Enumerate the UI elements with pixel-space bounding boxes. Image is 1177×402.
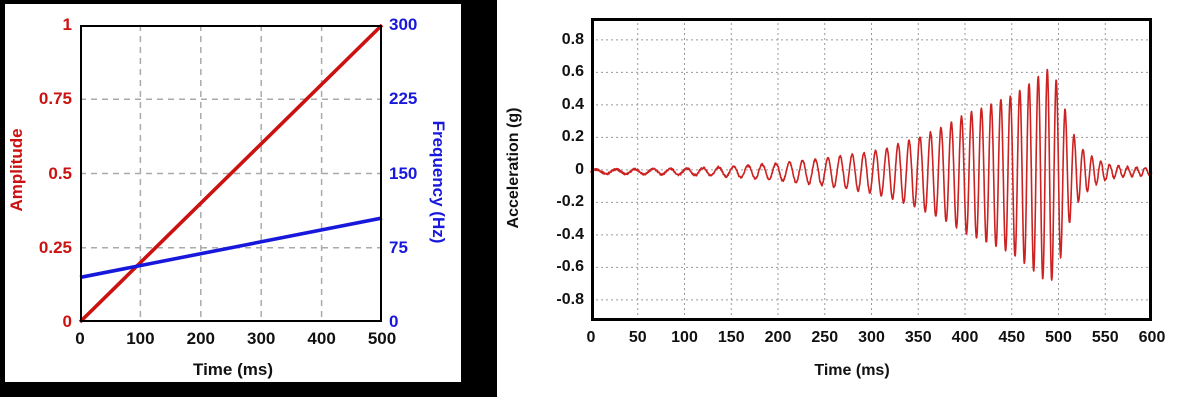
amplitude-tick-label: 0.25 [38,237,72,257]
acceleration-time-tick-label: 250 [811,329,839,346]
acceleration-time-tick-label: 350 [904,329,932,346]
acceleration-tick-label: -0.4 [556,225,584,243]
frequency-tick-label: 300 [389,15,418,34]
acceleration-tick-label: -0.2 [556,193,584,211]
acceleration-time-tick-label: 100 [671,329,698,346]
amplitude-tick-label: 0.5 [48,163,72,183]
acceleration-time-tick-label: 0 [586,329,596,346]
acceleration-time-tick-label: 450 [998,329,1026,346]
acceleration-tick-label: -0.6 [556,258,584,276]
frequency-tick-label: 0 [389,312,399,331]
sweep-time-tick-label: 100 [126,329,155,348]
sweep-time-tick-label: 400 [307,329,336,348]
acceleration-axis-title: Acceleration (g) [505,107,522,229]
sweep-xaxis-label: Time (ms) [193,360,273,379]
acceleration-time-tick-label: 500 [1045,329,1072,346]
amplitude-tick-label: 0 [62,312,72,331]
acceleration-tick-label: 0.6 [561,63,584,81]
acceleration-xaxis-label: Time (ms) [814,362,890,379]
acceleration-plot [590,18,1153,321]
acceleration-time-tick-label: 150 [717,329,745,346]
sweep-time-tick-label: 300 [247,329,276,348]
acceleration-time-tick-label: 50 [628,329,647,346]
sweep-profile-plot [78,23,384,324]
acceleration-time-tick-label: 200 [764,329,792,346]
sweep-time-tick-label: 500 [367,329,397,348]
acceleration-time-tick-label: 300 [858,329,885,346]
acceleration-tick-label: -0.8 [556,290,584,308]
sweep-time-tick-label: 0 [75,329,85,348]
frequency-tick-label: 150 [389,163,418,183]
amplitude-tick-label: 1 [62,15,72,34]
acceleration-time-tick-label: 600 [1138,329,1166,346]
acceleration-tick-label: 0.4 [561,95,584,113]
frequency-tick-label: 75 [389,237,408,257]
frequency-tick-label: 225 [389,89,418,109]
acceleration-tick-label: 0.8 [561,30,584,48]
acceleration-tick-label: 0.2 [561,128,584,146]
acceleration-time-tick-label: 400 [951,329,979,346]
amplitude-tick-label: 0.75 [38,89,72,109]
sweep-time-tick-label: 200 [186,329,215,348]
acceleration-tick-label: 0 [575,160,584,178]
acceleration-time-tick-label: 550 [1091,329,1119,346]
